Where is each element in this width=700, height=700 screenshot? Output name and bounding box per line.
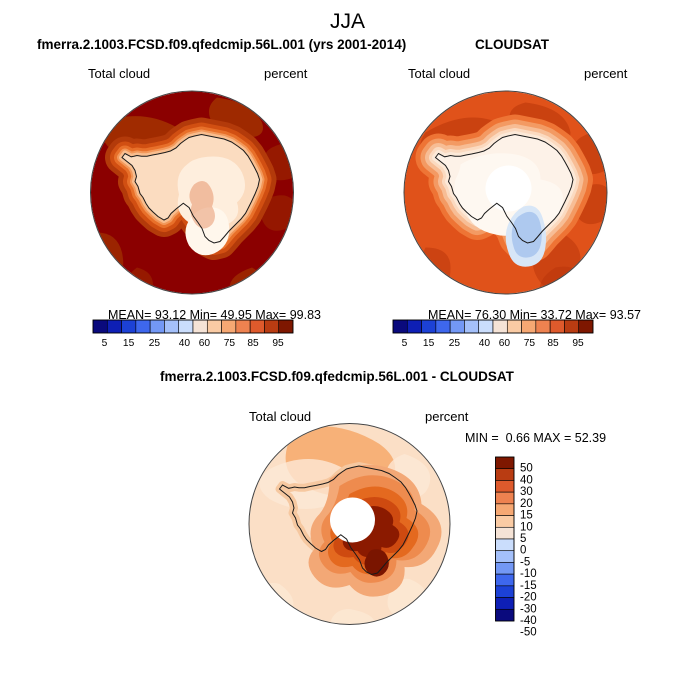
svg-text:95: 95 xyxy=(272,338,284,349)
svg-text:15: 15 xyxy=(520,510,533,522)
svg-text:85: 85 xyxy=(547,338,559,349)
svg-text:75: 75 xyxy=(224,338,236,349)
svg-text:40: 40 xyxy=(520,474,533,486)
svg-text:75: 75 xyxy=(524,338,536,349)
svg-text:60: 60 xyxy=(199,338,211,349)
svg-text:-40: -40 xyxy=(520,615,537,627)
svg-text:-50: -50 xyxy=(520,627,537,639)
svg-text:-15: -15 xyxy=(520,580,537,592)
svg-text:95: 95 xyxy=(572,338,584,349)
svg-text:40: 40 xyxy=(179,338,191,349)
svg-text:-30: -30 xyxy=(520,603,537,615)
svg-text:-20: -20 xyxy=(520,592,537,604)
svg-text:10: 10 xyxy=(520,521,533,533)
svg-text:15: 15 xyxy=(123,338,135,349)
svg-text:25: 25 xyxy=(449,338,461,349)
svg-text:30: 30 xyxy=(520,486,533,498)
svg-text:0: 0 xyxy=(520,545,526,557)
svg-text:40: 40 xyxy=(479,338,491,349)
svg-text:-5: -5 xyxy=(520,556,530,568)
svg-text:85: 85 xyxy=(247,338,259,349)
svg-text:60: 60 xyxy=(499,338,511,349)
svg-text:15: 15 xyxy=(423,338,435,349)
svg-text:50: 50 xyxy=(520,463,533,475)
svg-text:5: 5 xyxy=(520,533,526,545)
svg-text:5: 5 xyxy=(102,338,108,349)
svg-text:25: 25 xyxy=(149,338,161,349)
svg-text:5: 5 xyxy=(402,338,408,349)
svg-text:20: 20 xyxy=(520,498,533,510)
svg-text:-10: -10 xyxy=(520,568,537,580)
